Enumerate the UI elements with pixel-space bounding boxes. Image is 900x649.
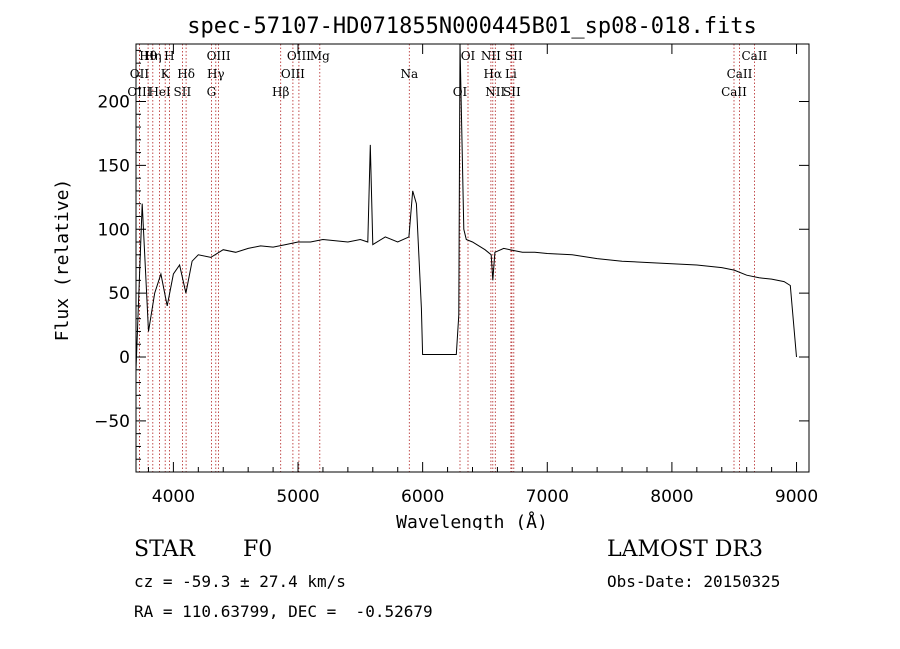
plot-frame [135,43,810,473]
line-marker-label-25: CaII [727,67,753,81]
y-tick-label-4: 150 [98,156,130,176]
line-marker-label-19: Hα [484,67,503,81]
line-marker-label-10: Hγ [207,67,225,81]
series-layer [135,43,797,370]
line-marker-label-5: HeI [148,85,171,99]
line-marker-label-9: OIII [207,49,231,63]
spectrum-series-line-0 [135,43,797,370]
y-tick-label-0: −50 [94,412,130,432]
x-tick-label-0: 4000 [152,487,195,507]
line-marker-label-4: K [161,67,171,81]
y-tick-label-1: 0 [119,348,130,368]
x-tick-label-4: 8000 [650,487,693,507]
redshift-readout: cz = -59.3 ± 27.4 km/s [134,572,346,591]
y-tick-label-2: 50 [108,284,130,304]
line-marker-label-14: Hβ [272,85,289,99]
survey-name: LAMOST DR3 [607,537,763,562]
line-marker-label-1: OII [130,67,150,81]
line-marker-label-7: Hδ [177,67,195,81]
y-tick-label-3: 100 [98,220,130,240]
coordinates-readout: RA = 110.63799, DEC = -0.52679 [134,602,433,621]
line-marker-label-27: CaII [741,49,767,63]
line-marker-label-26: CaII [721,85,747,99]
tick-layer: 4000 5000 6000 7000 8000 9000 −50 0 50 100 150 200 [94,44,818,507]
x-axis-label: Wavelength (Å) [396,511,548,530]
x-tick-label-1: 5000 [276,487,319,507]
line-marker-label-22: Li [505,67,517,81]
x-tick-label-3: 7000 [526,487,569,507]
y-axis-label: Flux (relative) [52,179,73,342]
line-marker-layer [138,44,755,472]
line-marker-label-16: Na [400,67,418,81]
object-class: STAR [134,537,195,562]
line-marker-label-18: OI [461,49,476,63]
x-tick-label-5: 9000 [775,487,818,507]
line-marker-label-23: NII [485,85,505,99]
line-marker-label-12: OIII [287,49,311,63]
object-subclass: F0 [243,537,273,562]
line-label-layer: Hθ OII OIII Hη K HeI HHδ SII OIII Hγ G OIII OIII Hβ Mg… [127,49,767,99]
line-marker-label-15: Mg [310,49,330,63]
spectrum-plot: spec-57107-HD071855N000445B01_sp08-018.f… [52,14,818,530]
line-marker-label-0: Hθ [139,49,157,63]
line-marker-label-2: OIII [127,85,151,99]
x-tick-label-2: 6000 [401,487,444,507]
line-marker-label-3: Hη [144,49,162,63]
line-marker-label-13: OIII [281,67,305,81]
line-marker-label-8: SII [174,85,192,99]
line-marker-label-21: NII [481,49,501,63]
line-marker-label-6: H [164,49,174,63]
line-marker-label-20: SII [503,85,521,99]
chart-title: spec-57107-HD071855N000445B01_sp08-018.f… [187,14,757,39]
observation-date: Obs-Date: 20150325 [607,572,781,591]
y-tick-label-5: 200 [98,92,130,112]
line-marker-label-24: SII [505,49,523,63]
line-marker-label-11: G [207,85,217,99]
